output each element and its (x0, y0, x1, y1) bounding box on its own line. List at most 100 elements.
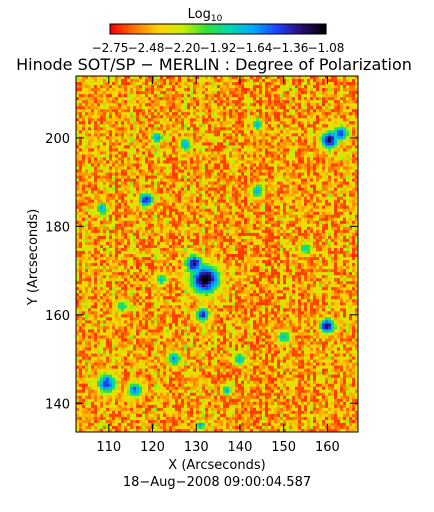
heatmap-cell (235, 106, 239, 110)
heatmap-cell (112, 220, 116, 225)
heatmap-cell (172, 94, 176, 98)
heatmap-cell (154, 160, 158, 164)
heatmap-cell (286, 184, 290, 189)
heatmap-cell (109, 109, 113, 113)
heatmap-cell (130, 181, 134, 186)
heatmap-cell (205, 190, 209, 195)
heatmap-cell (142, 88, 146, 92)
heatmap-cell (319, 82, 323, 86)
heatmap-cell (259, 124, 263, 128)
heatmap-cell (178, 130, 182, 134)
heatmap-cell (241, 181, 245, 186)
heatmap-cell (274, 193, 278, 198)
heatmap-cell (268, 103, 272, 107)
heatmap-cell (190, 109, 194, 113)
heatmap-cell (280, 100, 284, 104)
heatmap-cell (337, 226, 341, 231)
heatmap-cell (172, 127, 176, 131)
heatmap-cell (154, 163, 158, 167)
heatmap-cell (310, 97, 314, 101)
heatmap-cell (286, 211, 290, 216)
heatmap-cell (211, 142, 215, 146)
heatmap-cell (259, 127, 263, 131)
heatmap-cell (316, 94, 320, 98)
heatmap-cell (136, 163, 140, 167)
heatmap-cell (145, 118, 149, 122)
heatmap-cell (214, 223, 218, 228)
heatmap-cell (103, 145, 107, 149)
heatmap-cell (121, 229, 125, 234)
heatmap-cell (100, 190, 104, 195)
heatmap-cell (196, 100, 200, 104)
heatmap-cell (151, 172, 155, 176)
heatmap-cell (226, 109, 230, 113)
heatmap-cell (250, 178, 254, 182)
heatmap-cell (235, 214, 239, 219)
heatmap-cell (214, 181, 218, 186)
heatmap-cell (310, 136, 314, 140)
heatmap-cell (310, 103, 314, 107)
heatmap-cell (172, 106, 176, 110)
heatmap-cell (151, 88, 155, 92)
heatmap-cell (139, 121, 143, 125)
heatmap-cell (292, 85, 296, 89)
heatmap-cell (142, 103, 146, 107)
heatmap-cell (238, 181, 242, 186)
heatmap-cell (268, 214, 272, 219)
heatmap-cell (118, 211, 122, 216)
heatmap-cell (124, 91, 128, 95)
heatmap-cell (238, 175, 242, 179)
heatmap-cell (187, 130, 191, 134)
heatmap-cell (223, 205, 227, 210)
heatmap-cell (208, 88, 212, 92)
heatmap-cell (208, 160, 212, 164)
heatmap-cell (169, 181, 173, 186)
heatmap-cell (142, 85, 146, 89)
heatmap-cell (163, 145, 167, 149)
heatmap-cell (343, 121, 347, 125)
heatmap-cell (328, 139, 332, 143)
heatmap-cell (283, 124, 287, 128)
heatmap-cell (103, 169, 107, 173)
heatmap-cell (103, 181, 107, 186)
heatmap-cell (271, 115, 275, 119)
heatmap-cell (85, 169, 89, 173)
heatmap-cell (172, 217, 176, 222)
heatmap-cell (286, 223, 290, 228)
heatmap-cell (277, 106, 281, 110)
heatmap-cell (217, 88, 221, 92)
heatmap-cell (331, 148, 335, 152)
heatmap-cell (250, 190, 254, 195)
colorbar-cell (305, 24, 309, 34)
heatmap-cell (226, 172, 230, 176)
heatmap-cell (289, 226, 293, 231)
heatmap-cell (277, 100, 281, 104)
heatmap-cell (115, 139, 119, 143)
heatmap-cell (277, 199, 281, 204)
heatmap-cell (328, 118, 332, 122)
heatmap-cell (181, 85, 185, 89)
heatmap-cell (256, 124, 260, 128)
heatmap-cell (100, 106, 104, 110)
heatmap-cell (226, 229, 230, 234)
heatmap-cell (226, 154, 230, 158)
colorbar-cell (290, 24, 294, 34)
heatmap-cell (268, 136, 272, 140)
heatmap-cell (106, 82, 110, 86)
colorbar-cell (194, 24, 198, 34)
heatmap-cell (85, 76, 89, 80)
heatmap-cell (193, 109, 197, 113)
heatmap-cell (238, 220, 242, 225)
heatmap-cell (226, 82, 230, 86)
heatmap-cell (130, 160, 134, 164)
heatmap-cell (79, 157, 83, 161)
heatmap-cell (229, 157, 233, 161)
heatmap-cell (76, 190, 80, 195)
heatmap-cell (292, 115, 296, 119)
heatmap-cell (178, 205, 182, 210)
heatmap-cell (181, 190, 185, 195)
heatmap-cell (250, 157, 254, 161)
heatmap-cell (172, 190, 176, 195)
heatmap-cell (307, 229, 311, 234)
heatmap-cell (271, 97, 275, 101)
